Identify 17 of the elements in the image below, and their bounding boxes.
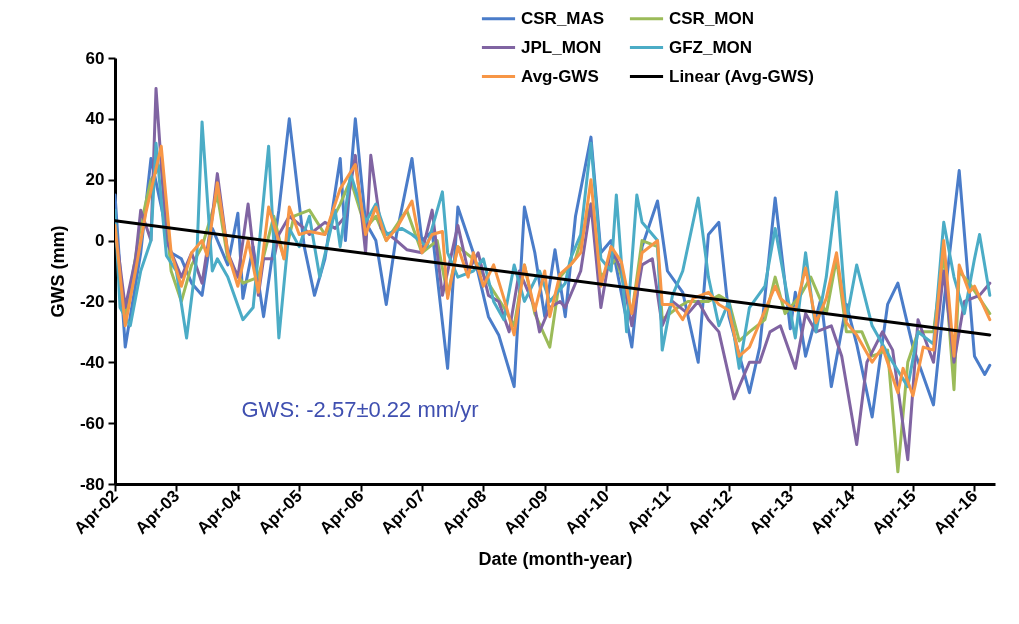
y-tick-label: -40	[79, 352, 105, 372]
y-tick-label: -80	[79, 474, 105, 494]
legend-label: JPL_MON	[521, 37, 602, 57]
legend-label: CSR_MAS	[521, 8, 605, 28]
y-tick-label: -60	[79, 413, 105, 433]
legend-label: Linear (Avg-GWS)	[669, 66, 814, 86]
y-tick-label: 0	[95, 231, 105, 251]
y-tick-label: -20	[79, 291, 105, 311]
legend-label: CSR_MON	[669, 8, 755, 28]
annotation: GWS: -2.57±0.22 mm/yr	[241, 397, 479, 422]
y-tick-label: 20	[85, 170, 105, 190]
x-axis-title: Date (month-year)	[478, 549, 633, 570]
y-tick-label: 40	[85, 109, 105, 129]
legend-label: GFZ_MON	[669, 37, 753, 57]
y-tick-label: 60	[85, 48, 105, 68]
y-axis-title: GWS (mm)	[47, 225, 68, 318]
legend-label: Avg-GWS	[521, 66, 599, 86]
